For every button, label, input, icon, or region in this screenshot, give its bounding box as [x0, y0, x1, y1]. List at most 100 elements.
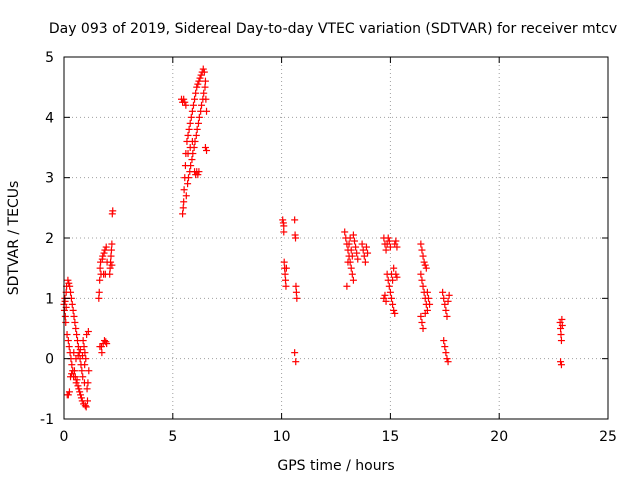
data-point [348, 270, 356, 278]
data-point [195, 77, 203, 85]
data-point [442, 306, 450, 314]
data-point [346, 234, 354, 242]
data-point [181, 98, 189, 106]
data-point [199, 65, 207, 73]
data-point [443, 355, 451, 363]
data-point [392, 237, 400, 245]
data-point [84, 328, 92, 336]
data-point [419, 252, 427, 260]
data-point [193, 83, 201, 91]
data-point [201, 144, 209, 151]
data-point [70, 312, 78, 320]
data-point [186, 144, 194, 151]
data-point [389, 300, 397, 308]
data-point [291, 216, 299, 224]
data-point [390, 264, 398, 272]
data-point [280, 228, 288, 236]
data-point [182, 192, 190, 200]
data-point [293, 294, 301, 302]
data-point [67, 288, 75, 296]
data-point [96, 343, 104, 351]
data-point [292, 282, 300, 290]
data-point [358, 240, 366, 248]
data-point [361, 258, 369, 266]
data-point [81, 361, 89, 369]
data-point [349, 276, 357, 284]
data-point [349, 231, 357, 239]
data-point [421, 309, 429, 317]
data-point [100, 249, 108, 257]
data-point [106, 270, 114, 278]
data-point [107, 246, 115, 254]
data-point [84, 379, 92, 387]
data-point [75, 385, 83, 393]
data-point [345, 240, 353, 248]
y-tick-label: 3 [45, 171, 54, 187]
data-point [203, 147, 211, 155]
data-point [96, 264, 104, 272]
data-point [385, 237, 393, 245]
data-point [74, 382, 82, 390]
data-point [68, 361, 76, 369]
data-point [423, 288, 431, 296]
data-point [188, 156, 196, 164]
data-point [180, 186, 188, 194]
data-point [64, 276, 72, 284]
data-point [282, 276, 290, 284]
data-point [203, 107, 211, 115]
data-point [282, 264, 290, 272]
data-point [347, 264, 355, 272]
data-point [390, 306, 398, 314]
data-point [197, 71, 205, 79]
data-point [180, 198, 188, 206]
data-point [95, 288, 103, 296]
data-point [101, 246, 109, 254]
data-point [194, 119, 202, 127]
axis-ticks: 0 5 10 15 20 25 -1 0 1 2 3 4 5 [40, 50, 617, 445]
data-point [292, 288, 300, 296]
data-point [96, 276, 104, 284]
data-point [387, 294, 395, 302]
x-tick-label: 10 [273, 429, 291, 445]
x-tick-label: 20 [490, 429, 508, 445]
data-point [108, 261, 116, 269]
data-point [424, 294, 432, 302]
data-point [557, 331, 565, 339]
data-point [194, 80, 202, 88]
x-tick-label: 25 [599, 429, 617, 445]
data-point [558, 315, 566, 323]
data-point [347, 246, 355, 254]
data-point [66, 282, 74, 290]
data-point [99, 252, 107, 260]
data-point [82, 403, 90, 411]
data-point [69, 306, 77, 314]
data-point [182, 101, 190, 109]
data-point [70, 349, 78, 357]
data-point [201, 83, 209, 91]
data-point [393, 243, 401, 251]
data-point [65, 388, 73, 396]
data-point [82, 355, 90, 363]
data-point [354, 255, 362, 263]
data-point [107, 258, 115, 266]
data-point [188, 137, 196, 145]
data-point [418, 246, 426, 254]
data-point [103, 340, 111, 348]
data-point [73, 331, 81, 339]
y-tick-label: 2 [45, 231, 54, 247]
data-point [421, 261, 429, 269]
data-point [73, 376, 81, 384]
data-point [443, 312, 451, 320]
data-point [382, 246, 390, 254]
data-point [77, 391, 85, 399]
data-point [279, 216, 287, 224]
data-point [343, 282, 351, 290]
data-point [194, 171, 202, 179]
data-point [417, 312, 425, 320]
data-point [192, 89, 200, 97]
data-point [198, 101, 206, 109]
data-point [202, 95, 210, 103]
y-tick-label: 1 [45, 291, 54, 307]
data-point [180, 95, 188, 103]
data-point [352, 243, 360, 251]
